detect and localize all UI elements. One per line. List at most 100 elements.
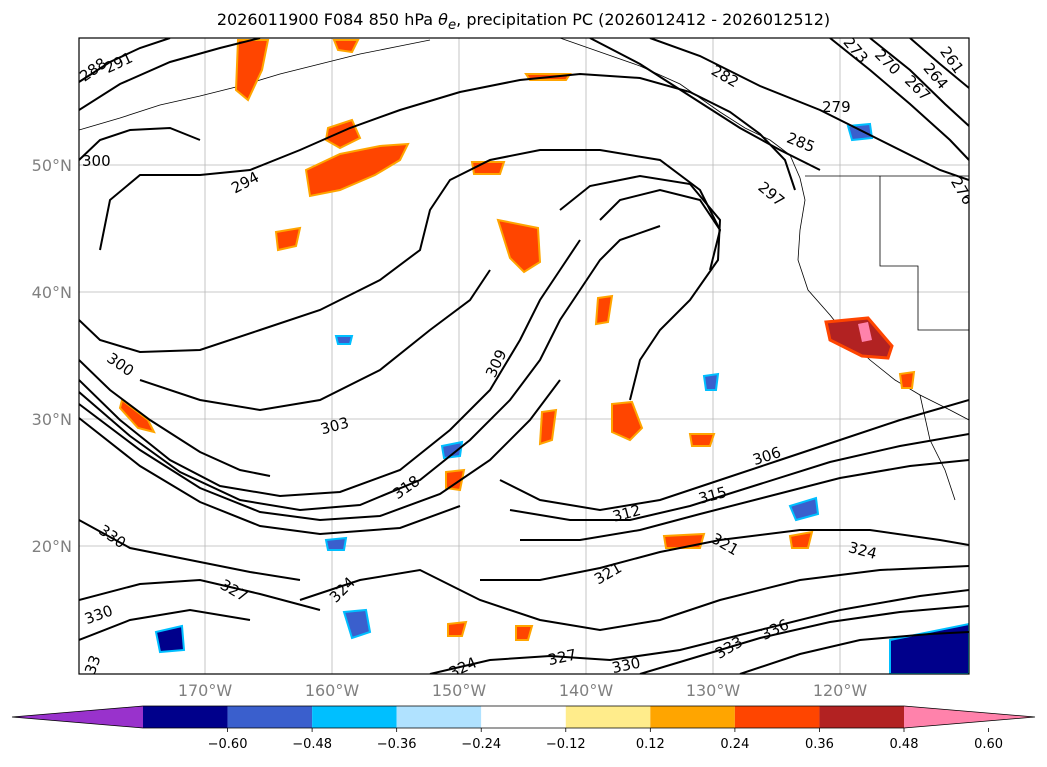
precip-patch-max <box>858 322 872 342</box>
colorbar-box <box>312 706 397 728</box>
contour-309 <box>79 239 581 498</box>
contour-264 <box>909 38 969 89</box>
precip-patch-negative <box>154 624 186 654</box>
contour-336 <box>739 631 969 674</box>
north-america-coast <box>559 38 969 421</box>
precip-patch <box>274 226 302 252</box>
lon-label-130w: 130°W <box>686 681 741 700</box>
plot-frame <box>78 37 970 675</box>
colorbar-tick-label: −0.48 <box>292 737 332 752</box>
contour-330 <box>79 608 251 641</box>
colorbar-box <box>819 706 904 728</box>
map-title: 2026011900 F084 850 hPa θe, precipitatio… <box>0 10 1047 33</box>
precip-patch <box>234 39 270 102</box>
contour-279 <box>649 38 969 181</box>
precip-patch <box>538 408 558 446</box>
precip-patch-negative <box>334 335 354 345</box>
precipitation-pc-shading <box>118 39 969 674</box>
contour-312 <box>79 225 661 512</box>
colorbar-tick-label: −0.12 <box>546 737 586 752</box>
precip-patch <box>445 468 466 492</box>
precip-patch <box>788 530 814 549</box>
contour-label: 300 <box>82 152 111 170</box>
precip-patch-negative <box>440 440 464 460</box>
colorbar: −0.60 −0.48 −0.36 −0.24 −0.12 0.12 0.24 0.36 0.4… <box>11 705 1036 752</box>
contour-312-east <box>509 433 969 521</box>
precip-patch <box>594 294 614 326</box>
precip-patch-strong <box>824 316 894 360</box>
contour-label: 330 <box>610 654 642 678</box>
lat-label-50n: 50°N <box>32 156 72 175</box>
colorbar-tick-label: 0.60 <box>974 737 1003 752</box>
lon-label-150w: 150°W <box>432 681 487 700</box>
colorbar-box <box>143 706 228 728</box>
precip-patch-negative <box>342 608 372 640</box>
colorbar-outline <box>11 705 1036 729</box>
title-prefix: 2026011900 F084 850 hPa <box>216 10 439 29</box>
contour-inner-loop <box>599 188 721 231</box>
map-plot-area: 288 291 300 294 300 309 303 318 330 324 … <box>79 38 969 678</box>
gridlines <box>79 38 969 674</box>
contour-label: 33 <box>81 653 104 677</box>
contour-300-north <box>79 126 201 161</box>
colorbar-tick-label: −0.24 <box>461 737 501 752</box>
latitude-labels: 50°N 40°N 30°N 20°N <box>32 156 72 556</box>
contour-303 <box>139 269 491 412</box>
contour-327-south <box>429 589 969 674</box>
precip-patch <box>898 370 916 389</box>
plot-background <box>79 38 969 674</box>
contour-321 <box>480 529 969 581</box>
theta-symbol: θ <box>438 10 448 29</box>
colorbar-box <box>481 706 566 728</box>
precip-patch <box>515 625 534 641</box>
contour-333 <box>639 605 969 674</box>
contour-label: 327 <box>546 646 578 670</box>
contour-306 <box>499 399 969 512</box>
precip-patch <box>304 142 410 198</box>
colorbar-extend-high <box>904 706 1035 728</box>
precip-patch <box>496 218 542 274</box>
baja-coast <box>919 394 956 501</box>
lon-label-170w: 170°W <box>178 681 233 700</box>
contour-270 <box>869 38 969 127</box>
colorbar-tick-label: 0.12 <box>636 737 665 752</box>
contour-291 <box>79 38 261 111</box>
contour-300 <box>79 149 722 354</box>
precip-patch <box>662 532 706 549</box>
contour-288 <box>79 38 171 83</box>
colorbar-box <box>227 706 313 728</box>
contour-297 <box>559 174 722 401</box>
lat-label-20n: 20°N <box>32 537 72 556</box>
theta-e-contours <box>79 38 969 674</box>
colorbar-tick-label: −0.36 <box>377 737 417 752</box>
lon-label-140w: 140°W <box>559 681 614 700</box>
precip-patch-negative <box>788 496 820 522</box>
coastlines <box>79 38 969 501</box>
longitude-labels: 170°W 160°W 150°W 140°W 130°W 120°W <box>178 681 868 700</box>
precip-patch <box>688 433 716 447</box>
colorbar-tick-label: 0.48 <box>890 737 919 752</box>
colorbar-box <box>396 706 482 728</box>
alaska-peninsula-coast <box>79 39 431 131</box>
contour-273 <box>829 38 969 161</box>
title-suffix: , precipitation PC (2026012412 - 2026012… <box>456 10 831 29</box>
contour-label: 279 <box>822 98 851 116</box>
precip-patch <box>611 400 644 442</box>
state-borders <box>879 176 969 331</box>
colorbar-extend-low <box>12 706 143 728</box>
colorbar-tick-label: 0.36 <box>805 737 834 752</box>
contour-324 <box>299 565 969 632</box>
lat-label-40n: 40°N <box>32 283 72 302</box>
contour-315 <box>520 459 969 541</box>
contour-300-south <box>79 359 271 477</box>
contour-318 <box>79 379 561 522</box>
precip-patch <box>332 39 360 54</box>
colorbar-tick-label: −0.60 <box>208 737 248 752</box>
contour-327 <box>79 578 321 611</box>
contour-318b <box>79 417 461 536</box>
theta-subscript: e <box>447 18 457 34</box>
precip-patch-negative <box>324 536 348 551</box>
colorbar-box <box>650 706 735 728</box>
precip-patch <box>447 620 468 637</box>
